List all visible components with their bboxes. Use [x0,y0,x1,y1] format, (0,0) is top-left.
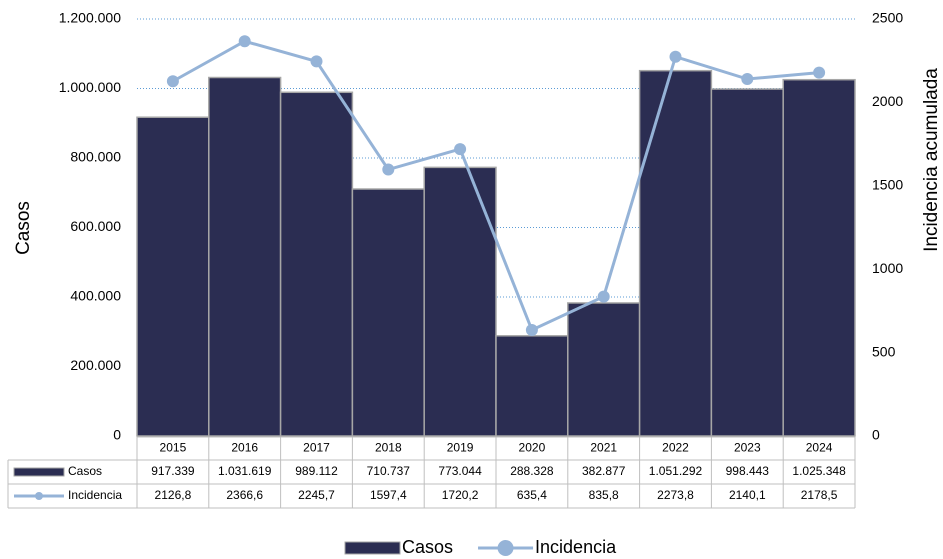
data-label: 917.339 [151,464,195,478]
data-label: 1720,2 [442,488,479,502]
bar [208,76,282,437]
y2-tick-label: 500 [872,343,896,359]
y-tick-label: 200.000 [70,357,121,373]
data-label: 1.031.619 [218,464,272,478]
data-label: 2245,7 [298,488,335,502]
bar [638,69,713,437]
bar [351,188,425,437]
legend-swatch [497,540,514,556]
y2-tick-label: 2000 [872,93,903,109]
legend-label: Incidencia [535,537,617,557]
bar [495,335,569,437]
data-label: 2126,8 [155,488,192,502]
y-axis-title: Casos [13,201,34,255]
line [172,39,820,333]
bar [423,166,497,437]
y-tick-label: 400.000 [70,288,121,304]
x-tick-label: 2024 [806,441,833,455]
line-marker [454,143,467,156]
y2-tick-label: 1000 [872,260,903,276]
line-marker [669,50,682,63]
line-marker [310,55,323,68]
bar [710,88,784,437]
data-label: 288.328 [510,464,554,478]
table-row-label: Incidencia [68,488,122,502]
line-marker [813,66,826,79]
data-label: 989.112 [295,464,338,478]
y-tick-label: 800.000 [70,149,121,165]
x-tick-label: 2023 [734,441,761,455]
y-tick-label: 1.000.000 [59,79,121,95]
line-marker [597,290,610,303]
line-marker [166,75,179,88]
bar [567,302,641,437]
y2-tick-label: 0 [872,427,880,443]
data-label: 382.877 [582,464,626,478]
x-tick-label: 2019 [447,441,474,455]
x-tick-label: 2020 [519,441,546,455]
bar [782,78,856,437]
legend-swatch [344,541,401,555]
y2-tick-label: 1500 [872,177,903,193]
legend-swatch [35,492,43,500]
bar [279,91,354,437]
data-label: 2273,8 [657,488,694,502]
data-label: 1597,4 [370,488,407,502]
x-tick-label: 2022 [662,441,689,455]
x-tick-label: 2018 [375,441,402,455]
line-marker [525,324,538,337]
y-tick-label: 600.000 [70,218,121,234]
data-label: 1.051.292 [649,464,703,478]
x-tick-label: 2016 [231,441,258,455]
legend-label: Casos [402,537,453,557]
data-label: 1.025.348 [792,464,846,478]
line-marker [238,35,251,48]
data-label: 998.443 [726,464,770,478]
y2-tick-label: 2500 [872,10,903,26]
x-tick-label: 2017 [303,441,330,455]
y-tick-label: 0 [113,427,121,443]
y-tick-label: 1.200.000 [59,10,121,26]
line-marker [741,73,754,86]
table-row-label: Casos [68,464,102,478]
data-label: 2178,5 [801,488,838,502]
x-tick-label: 2021 [590,441,617,455]
legend-swatch [13,467,65,477]
y2-axis-title: Incidencia acumulada [921,68,942,252]
data-label: 635,4 [517,488,547,502]
bar [136,116,210,437]
data-label: 773.044 [438,464,482,478]
data-label: 835,8 [589,488,619,502]
data-label: 710.737 [367,464,411,478]
data-label: 2366,6 [226,488,263,502]
data-label: 2140,1 [729,488,766,502]
x-tick-label: 2015 [160,441,187,455]
line-marker [382,163,395,176]
